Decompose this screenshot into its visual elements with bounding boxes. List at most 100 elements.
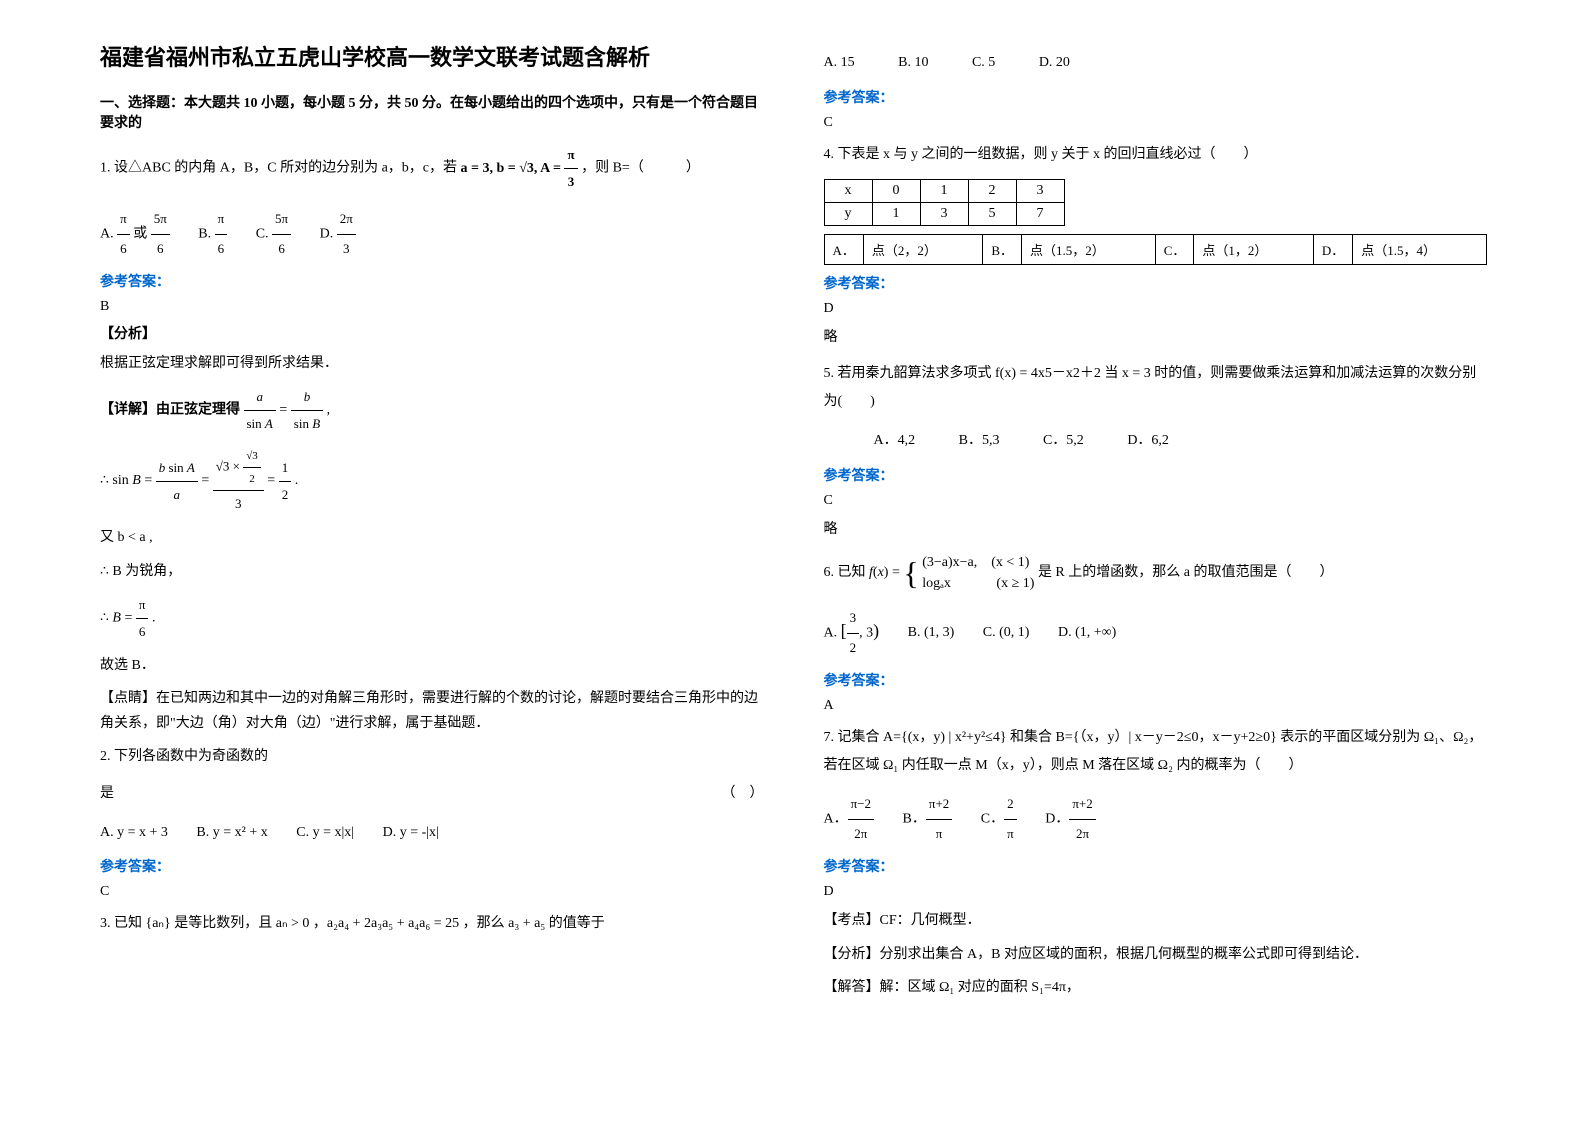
table-cell: 1 bbox=[872, 202, 920, 225]
q3-answer-label: 参考答案： bbox=[824, 87, 1488, 107]
q7-stem: 7. 记集合 A={(x，y) | x²+y²≤4} 和集合 B={（x，y）|… bbox=[824, 724, 1488, 780]
q6-option-b: B. (1, 3) bbox=[908, 618, 955, 649]
q5-options: A．4,2 B．5,3 C．5,2 D．6,2 bbox=[824, 426, 1488, 457]
right-column: A. 15 B. 10 C. 5 D. 20 参考答案： C 4. 下表是 x … bbox=[824, 40, 1488, 1008]
q2-option-d: D. y = -|x| bbox=[383, 818, 439, 849]
section-heading: 一、选择题：本大题共 10 小题，每小题 5 分，共 50 分。在每小题给出的四… bbox=[100, 92, 764, 132]
q4-answer: D bbox=[824, 301, 1488, 317]
q5-option-a: A．4,2 bbox=[874, 433, 916, 448]
q1-answer: B bbox=[100, 299, 764, 315]
q1-since: 又 b < a , bbox=[100, 525, 764, 550]
question-1: 1. 设△ABC 的内角 A，B，C 所对的边分别为 a，b，c，若 a = 3… bbox=[100, 142, 764, 195]
q3-options: A. 15 B. 10 C. 5 D. 20 bbox=[824, 48, 1488, 79]
q5-option-b: B．5,3 bbox=[959, 433, 1000, 448]
q4-data-table: x 0 1 2 3 y 1 3 5 7 bbox=[824, 179, 1065, 226]
q2-stem: 2. 下列各函数中为奇函数的 bbox=[100, 744, 764, 769]
choice-c: 点（1，2） bbox=[1194, 234, 1313, 264]
q1-stem-suffix: ，则 B=（ ） bbox=[581, 161, 700, 176]
choice-label-c: C． bbox=[1155, 234, 1194, 264]
q1-fenxi-label: 【分析】 bbox=[100, 323, 764, 343]
q2-stem-row: 是 （ ） bbox=[100, 780, 764, 808]
left-column: 福建省福州市私立五虎山学校高一数学文联考试题含解析 一、选择题：本大题共 10 … bbox=[100, 40, 764, 1008]
table-row: y 1 3 5 7 bbox=[824, 202, 1064, 225]
q1-dianjing: 【点睛】在已知两边和其中一边的对角解三角形时，需要进行解的个数的讨论，解题时要结… bbox=[100, 686, 764, 736]
q5-stem: 5. 若用秦九韶算法求多项式 f(x) = 4x5－x2＋2 当 x = 3 时… bbox=[824, 360, 1488, 416]
q7-option-c: C．2π bbox=[981, 790, 1017, 848]
q4-stem: 4. 下表是 x 与 y 之间的一组数据，则 y 关于 x 的回归直线必过（ ） bbox=[824, 141, 1488, 169]
q1-options: A. π6 或 5π6 B. π6 C. 5π6 D. 2π3 bbox=[100, 205, 764, 263]
q6-piece2: logₐx (x ≥ 1) bbox=[922, 573, 1034, 594]
q1-stem-prefix: 1. 设△ABC 的内角 A，B，C 所对的边分别为 a，b，c，若 bbox=[100, 161, 457, 176]
q7-answer-label: 参考答案： bbox=[824, 856, 1488, 876]
table-cell: 3 bbox=[1016, 179, 1064, 202]
q5-option-d: D．6,2 bbox=[1127, 433, 1169, 448]
q4-lue: 略 bbox=[824, 325, 1488, 350]
q3-stem: 3. 已知 {aₙ} 是等比数列，且 aₙ > 0 ，a₂a₄ + 2a₃a₅ … bbox=[100, 910, 764, 938]
document-title: 福建省福州市私立五虎山学校高一数学文联考试题含解析 bbox=[100, 40, 764, 72]
q4-answer-label: 参考答案： bbox=[824, 273, 1488, 293]
table-cell: 1 bbox=[920, 179, 968, 202]
q7-options: A．π−22π B．π+2π C．2π D．π+22π bbox=[824, 790, 1488, 848]
q1-xiangjie-label: 【详解】由正弦定理得 bbox=[100, 403, 240, 418]
choice-a: 点（2，2） bbox=[863, 234, 982, 264]
q1-fenxi: 根据正弦定理求解即可得到所求结果． bbox=[100, 351, 764, 376]
q6-option-a: A. [32, 3) bbox=[824, 604, 880, 662]
q5-option-c: C．5,2 bbox=[1043, 433, 1084, 448]
q2-option-b: B. y = x² + x bbox=[196, 818, 267, 849]
brace-icon: { bbox=[903, 557, 918, 589]
q6-piece1: (3−a)x−a, (x < 1) bbox=[922, 552, 1034, 573]
q6-feq: f(x) = bbox=[869, 565, 903, 580]
q3-option-b: B. 10 bbox=[898, 55, 928, 70]
q1-therefore2: ∴ B = π6 . bbox=[100, 592, 764, 645]
choice-label-b: B． bbox=[983, 234, 1022, 264]
q6-answer: A bbox=[824, 698, 1488, 714]
q6-piecewise: (3−a)x−a, (x < 1) logₐx (x ≥ 1) bbox=[922, 552, 1034, 594]
q7-fenxi: 【分析】分别求出集合 A，B 对应区域的面积，根据几何概型的概率公式即可得到结论… bbox=[824, 942, 1488, 967]
q4-choice-table: A． 点（2，2） B． 点（1.5，2） C． 点（1，2） D． 点（1.5… bbox=[824, 234, 1488, 265]
page-container: 福建省福州市私立五虎山学校高一数学文联考试题含解析 一、选择题：本大题共 10 … bbox=[100, 40, 1487, 1008]
q6-option-c: C. (0, 1) bbox=[983, 618, 1030, 649]
q7-jieda: 【解答】解：区域 Ω₁ 对应的面积 S₁=4π， bbox=[824, 975, 1488, 1000]
q7-option-a: A．π−22π bbox=[824, 790, 875, 848]
q7-kaodian: 【考点】CF：几何概型． bbox=[824, 908, 1488, 933]
q2-paren: （ ） bbox=[722, 780, 764, 808]
q6-answer-label: 参考答案： bbox=[824, 670, 1488, 690]
q6-stem-suffix: 是 R 上的增函数，那么 a 的取值范围是（ ） bbox=[1038, 565, 1334, 580]
choice-label-d: D． bbox=[1313, 234, 1352, 264]
q1-therefore1: ∴ B 为锐角， bbox=[100, 559, 764, 584]
q1-derive: ∴ sin B = b sin Aa = √3 × √323 = 12 . bbox=[100, 445, 764, 517]
table-cell: 2 bbox=[968, 179, 1016, 202]
q5-answer: C bbox=[824, 493, 1488, 509]
choice-d: 点（1.5，4） bbox=[1353, 234, 1487, 264]
q1-option-c: C. 5π6 bbox=[256, 205, 291, 263]
q3-option-c: C. 5 bbox=[972, 55, 995, 70]
table-cell: 7 bbox=[1016, 202, 1064, 225]
choice-b: 点（1.5，2） bbox=[1022, 234, 1156, 264]
q2-answer-label: 参考答案： bbox=[100, 856, 764, 876]
table-cell: y bbox=[824, 202, 872, 225]
q1-xiangjie: 【详解】由正弦定理得 asin A = bsin B , bbox=[100, 384, 764, 437]
q1-option-a: A. π6 或 5π6 bbox=[100, 205, 170, 263]
q5-lue: 略 bbox=[824, 517, 1488, 542]
q7-option-d: D．π+22π bbox=[1045, 790, 1096, 848]
table-row: x 0 1 2 3 bbox=[824, 179, 1064, 202]
choice-label-a: A． bbox=[824, 234, 863, 264]
table-row: A． 点（2，2） B． 点（1.5，2） C． 点（1，2） D． 点（1.5… bbox=[824, 234, 1487, 264]
table-cell: 3 bbox=[920, 202, 968, 225]
q7-answer: D bbox=[824, 884, 1488, 900]
q2-option-c: C. y = x|x| bbox=[296, 818, 354, 849]
q2-options: A. y = x + 3 B. y = x² + x C. y = x|x| D… bbox=[100, 818, 764, 849]
q6-options: A. [32, 3) B. (1, 3) C. (0, 1) D. (1, +∞… bbox=[824, 604, 1488, 662]
q2-answer: C bbox=[100, 884, 764, 900]
q1-answer-label: 参考答案： bbox=[100, 271, 764, 291]
q2-stem2: 是 bbox=[100, 780, 114, 808]
q5-answer-label: 参考答案： bbox=[824, 465, 1488, 485]
q3-answer: C bbox=[824, 115, 1488, 131]
q3-option-a: A. 15 bbox=[824, 55, 855, 70]
table-cell: x bbox=[824, 179, 872, 202]
q6-stem-prefix: 6. 已知 bbox=[824, 565, 866, 580]
table-cell: 0 bbox=[872, 179, 920, 202]
q1-option-d: D. 2π3 bbox=[320, 205, 356, 263]
question-6: 6. 已知 f(x) = { (3−a)x−a, (x < 1) logₐx (… bbox=[824, 552, 1488, 594]
q1-option-b: B. π6 bbox=[198, 205, 227, 263]
